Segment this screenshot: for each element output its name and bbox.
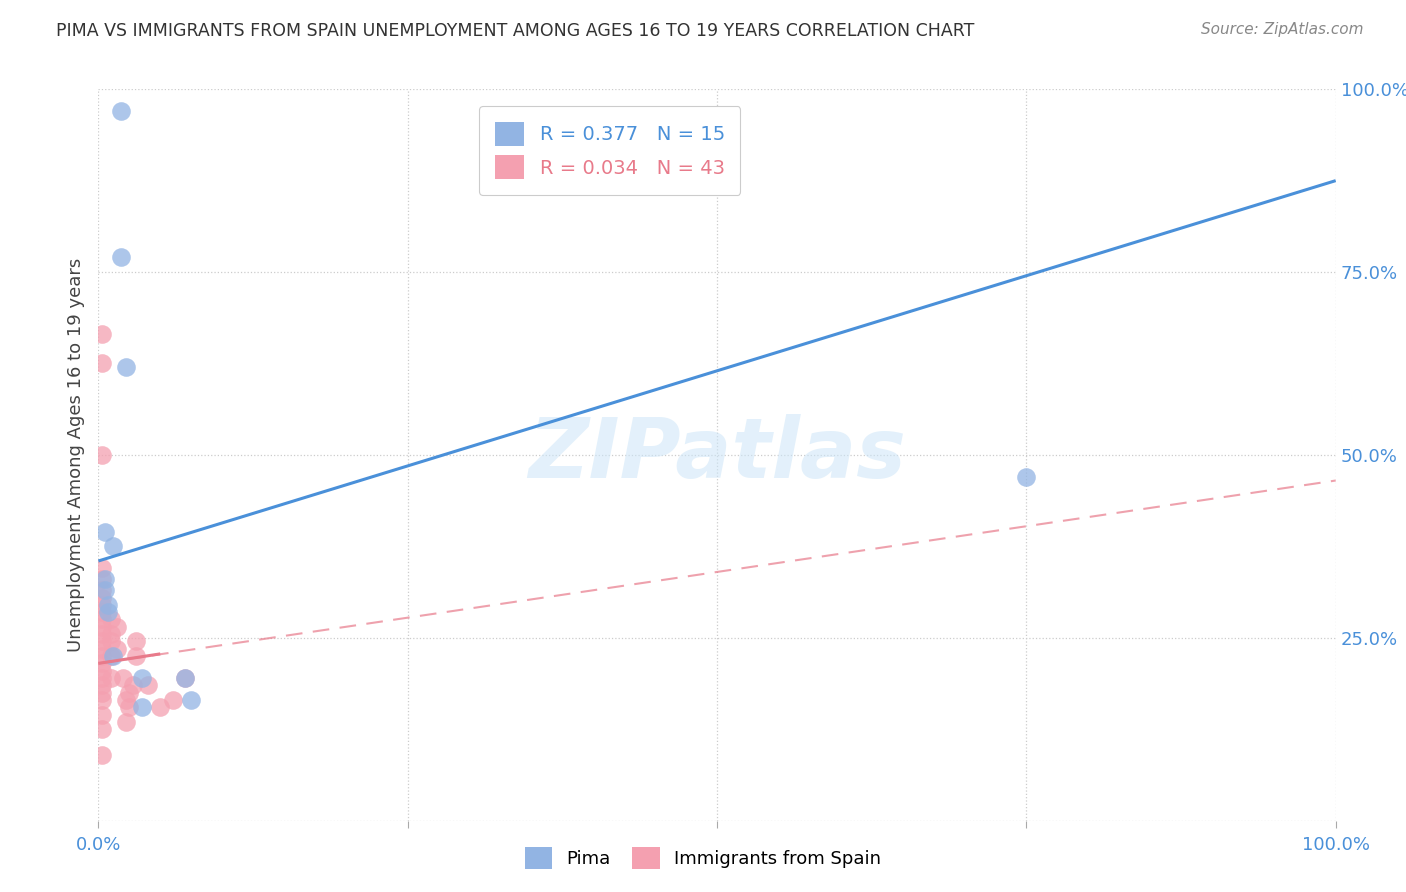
Point <box>174 671 197 685</box>
Point <box>97 598 120 612</box>
Point <box>91 693 114 707</box>
Point <box>105 641 128 656</box>
Point <box>124 634 146 648</box>
Point <box>91 327 114 342</box>
Point <box>100 634 122 648</box>
Point <box>91 634 114 648</box>
Point <box>91 686 114 700</box>
Point <box>131 700 153 714</box>
Point <box>91 598 114 612</box>
Point <box>136 678 159 692</box>
Point <box>91 572 114 586</box>
Point <box>131 671 153 685</box>
Point <box>91 657 114 671</box>
Legend: Pima, Immigrants from Spain: Pima, Immigrants from Spain <box>516 838 890 879</box>
Point <box>124 649 146 664</box>
Point <box>105 620 128 634</box>
Point <box>91 620 114 634</box>
Text: Source: ZipAtlas.com: Source: ZipAtlas.com <box>1201 22 1364 37</box>
Point <box>91 641 114 656</box>
Point <box>91 671 114 685</box>
Point <box>93 524 115 539</box>
Point <box>97 605 120 619</box>
Point <box>100 613 122 627</box>
Point <box>91 747 114 762</box>
Point <box>149 700 172 714</box>
Text: ZIPatlas: ZIPatlas <box>529 415 905 495</box>
Point <box>118 686 141 700</box>
Legend: R = 0.377   N = 15, R = 0.034   N = 43: R = 0.377 N = 15, R = 0.034 N = 43 <box>479 106 741 194</box>
Point <box>103 649 125 664</box>
Point <box>162 693 184 707</box>
Point <box>100 671 122 685</box>
Point <box>91 613 114 627</box>
Point <box>91 583 114 598</box>
Point <box>103 539 125 553</box>
Point <box>91 678 114 692</box>
Point <box>174 671 197 685</box>
Point <box>91 627 114 641</box>
Point <box>91 664 114 678</box>
Point <box>122 678 145 692</box>
Point <box>91 723 114 737</box>
Point <box>114 693 136 707</box>
Point <box>91 561 114 575</box>
Y-axis label: Unemployment Among Ages 16 to 19 years: Unemployment Among Ages 16 to 19 years <box>66 258 84 652</box>
Point <box>100 627 122 641</box>
Point <box>91 707 114 722</box>
Point <box>100 649 122 664</box>
Point <box>114 360 136 375</box>
Point <box>91 448 114 462</box>
Point <box>118 700 141 714</box>
Text: PIMA VS IMMIGRANTS FROM SPAIN UNEMPLOYMENT AMONG AGES 16 TO 19 YEARS CORRELATION: PIMA VS IMMIGRANTS FROM SPAIN UNEMPLOYME… <box>56 22 974 40</box>
Point <box>93 572 115 586</box>
Point <box>91 591 114 605</box>
Point <box>114 714 136 729</box>
Point <box>91 605 114 619</box>
Point <box>180 693 202 707</box>
Point <box>110 104 132 119</box>
Point <box>91 356 114 371</box>
Point <box>110 251 132 265</box>
Point <box>1015 470 1038 484</box>
Point <box>91 649 114 664</box>
Point <box>93 583 115 598</box>
Point <box>112 671 135 685</box>
